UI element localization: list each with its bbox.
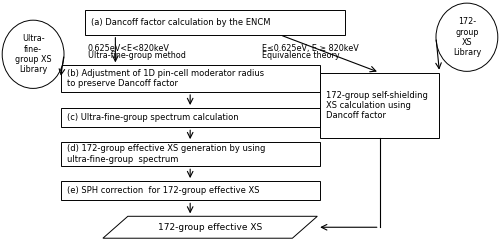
- Text: E≤0.625eV, E ≥ 820keV: E≤0.625eV, E ≥ 820keV: [262, 44, 359, 53]
- Text: Ultra-
fine-
group XS
Library: Ultra- fine- group XS Library: [15, 34, 52, 74]
- FancyBboxPatch shape: [60, 65, 320, 92]
- Text: 172-group self-shielding
XS calculation using
Dancoff factor: 172-group self-shielding XS calculation …: [326, 91, 428, 120]
- FancyBboxPatch shape: [60, 181, 320, 200]
- Text: Ultra-fine-group method: Ultra-fine-group method: [88, 51, 186, 60]
- Polygon shape: [103, 216, 318, 238]
- Text: (a) Dancoff factor calculation by the ENCM: (a) Dancoff factor calculation by the EN…: [92, 18, 271, 27]
- FancyBboxPatch shape: [60, 108, 320, 127]
- Text: 172-
group
XS
Library: 172- group XS Library: [453, 17, 481, 57]
- FancyBboxPatch shape: [86, 11, 344, 35]
- Text: (e) SPH correction  for 172-group effective XS: (e) SPH correction for 172-group effecti…: [66, 186, 259, 195]
- Text: (d) 172-group effective XS generation by using
ultra-fine-group  spectrum: (d) 172-group effective XS generation by…: [66, 145, 265, 164]
- Ellipse shape: [436, 3, 498, 71]
- FancyBboxPatch shape: [60, 142, 320, 166]
- FancyBboxPatch shape: [320, 73, 440, 138]
- Text: (c) Ultra-fine-group spectrum calculation: (c) Ultra-fine-group spectrum calculatio…: [66, 113, 238, 122]
- Text: (b) Adjustment of 1D pin-cell moderator radius
to preserve Dancoff factor: (b) Adjustment of 1D pin-cell moderator …: [66, 69, 264, 88]
- Text: 172-group effective XS: 172-group effective XS: [158, 223, 262, 232]
- Text: 0.625eV<E<820keV: 0.625eV<E<820keV: [88, 44, 170, 53]
- Ellipse shape: [2, 20, 64, 88]
- Text: Equivalence theory: Equivalence theory: [262, 51, 340, 60]
